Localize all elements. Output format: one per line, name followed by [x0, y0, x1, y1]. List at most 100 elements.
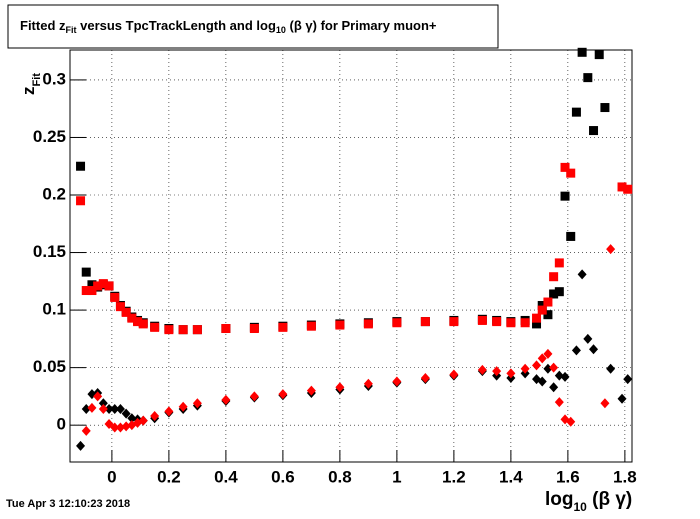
y-tick-label: 0.3: [42, 69, 66, 88]
diamond-marker: [577, 269, 587, 280]
diamond-marker: [560, 371, 570, 382]
square-marker: [543, 310, 553, 320]
square-marker: [477, 315, 487, 325]
square-marker: [537, 305, 547, 315]
label-part: Fit: [31, 73, 43, 87]
square-marker: [566, 168, 576, 178]
x-tick-label: 1.2: [442, 467, 466, 486]
y-tick-label: 0.2: [42, 184, 66, 203]
diamond-marker: [532, 360, 542, 371]
label-part: (β γ): [587, 489, 632, 510]
diamond-marker: [537, 353, 547, 364]
diamond-marker: [110, 404, 120, 415]
diamond-marker: [549, 362, 559, 373]
diamond-marker: [600, 398, 610, 409]
x-tick-label: 1: [392, 467, 401, 486]
diamond-marker: [492, 366, 502, 377]
diamond-marker: [110, 422, 120, 433]
y-tick-label: 0.15: [33, 242, 66, 261]
square-marker: [98, 279, 108, 289]
chart-title: Fitted zFit versus TpcTrackLength and lo…: [20, 18, 437, 35]
square-marker: [278, 322, 288, 332]
diamond-marker: [623, 374, 633, 385]
square-marker: [566, 231, 576, 241]
diamond-marker: [81, 404, 91, 415]
square-marker: [554, 287, 564, 297]
y-axis-label: zFit: [19, 73, 42, 95]
diamond-marker: [104, 404, 114, 415]
y-tick-label: 0.1: [42, 300, 66, 319]
diamond-marker: [115, 422, 125, 433]
square-marker: [121, 307, 131, 317]
x-tick-label: 0.4: [214, 467, 238, 486]
square-marker: [138, 319, 148, 329]
diamond-marker: [506, 368, 516, 379]
diamond-marker: [192, 398, 202, 409]
square-marker: [549, 272, 559, 282]
diamond-marker: [392, 376, 402, 387]
square-marker: [492, 317, 502, 327]
square-marker: [192, 325, 202, 335]
square-marker: [560, 162, 570, 172]
x-tick-label: 1.8: [613, 467, 637, 486]
diamond-marker: [221, 394, 231, 405]
diamond-marker: [583, 333, 593, 344]
title-box: [7, 4, 499, 49]
square-marker: [133, 317, 143, 327]
square-marker: [150, 322, 160, 332]
square-marker: [577, 47, 587, 57]
square-marker: [127, 313, 137, 323]
diamond-marker: [87, 402, 97, 413]
diamond-marker: [127, 413, 137, 424]
diamond-marker: [121, 421, 131, 432]
diamond-marker: [81, 425, 91, 436]
y-tick-label: 0.05: [33, 357, 66, 376]
square-marker: [520, 318, 530, 328]
square-marker: [178, 325, 188, 335]
square-marker: [93, 281, 103, 291]
square-marker: [543, 297, 553, 307]
square-marker: [76, 196, 86, 206]
diamond-marker: [164, 406, 174, 417]
diamond-marker: [76, 440, 86, 451]
x-tick-label: 1.6: [556, 467, 580, 486]
square-marker: [221, 324, 231, 334]
square-marker: [589, 126, 599, 136]
square-marker: [549, 289, 559, 299]
y-tick-label: 0: [57, 415, 66, 434]
diamond-marker: [520, 363, 530, 374]
title-part: versus TpcTrackLength and log: [77, 18, 276, 33]
diamond-marker: [543, 363, 553, 374]
y-tick-label: 0.25: [33, 127, 66, 146]
x-tick-label: 0.6: [271, 467, 295, 486]
diamond-marker: [617, 393, 627, 404]
square-marker: [506, 318, 516, 328]
square-marker: [594, 50, 604, 60]
diamond-marker: [178, 401, 188, 412]
square-marker: [583, 73, 593, 83]
square-marker: [392, 318, 402, 328]
square-marker: [110, 292, 120, 302]
square-marker: [306, 321, 316, 331]
diamond-marker: [420, 372, 430, 383]
label-part: z: [19, 87, 38, 96]
square-marker: [623, 184, 633, 194]
square-marker: [164, 325, 174, 335]
square-marker: [617, 182, 627, 192]
square-marker: [554, 258, 564, 268]
square-marker: [537, 300, 547, 310]
diamond-marker: [554, 397, 564, 408]
diamond-marker: [543, 348, 553, 359]
diamond-marker: [98, 398, 108, 409]
plot-frame: [69, 49, 633, 463]
square-marker: [81, 286, 91, 296]
square-marker: [87, 280, 97, 290]
diamond-marker: [115, 404, 125, 415]
square-marker: [532, 319, 542, 329]
x-axis-label: log10 (β γ): [545, 489, 632, 514]
diamond-marker: [537, 376, 547, 387]
square-marker: [363, 319, 373, 329]
title-part: (β γ) for Primary muon+: [286, 18, 437, 33]
diamond-marker: [571, 345, 581, 356]
